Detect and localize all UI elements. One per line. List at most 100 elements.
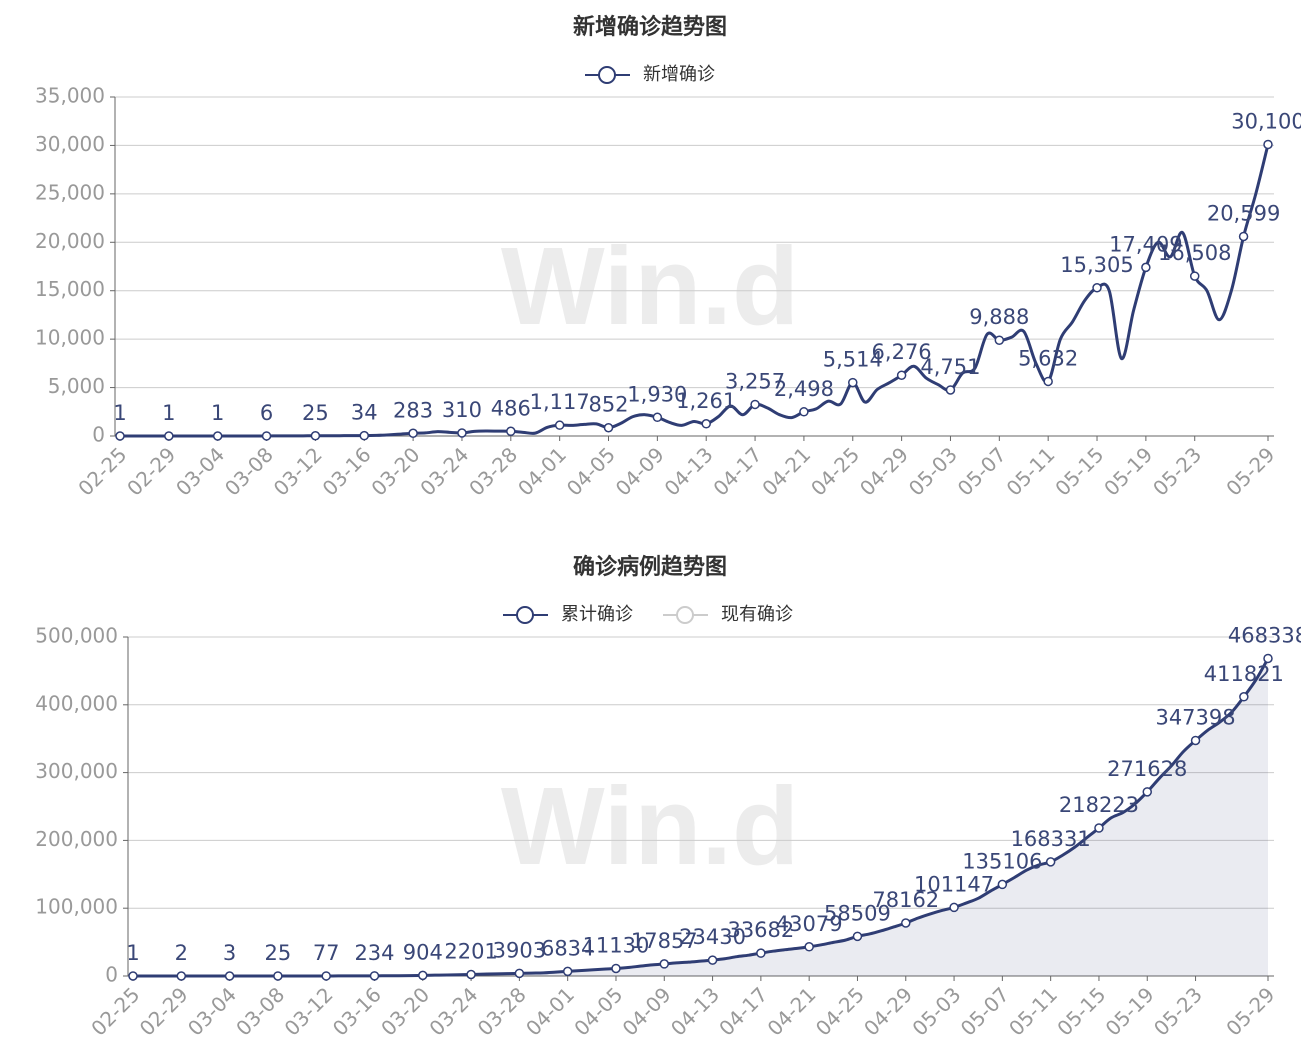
x-tick-label: 03-04 (171, 442, 229, 500)
x-tick-label: 02-29 (135, 982, 193, 1040)
data-label: 135106 (962, 849, 1042, 873)
x-tick-label: 03-08 (220, 442, 278, 500)
y-tick-label: 25,000 (35, 180, 105, 204)
point (1238, 231, 1249, 242)
data-label: 486 (491, 396, 531, 420)
x-tick-label: 03-16 (318, 442, 376, 500)
data-label: 30,100 (1231, 109, 1301, 133)
data-label: 17,409 (1109, 232, 1182, 256)
x-tick-label: 03-24 (415, 442, 473, 500)
point (164, 431, 174, 441)
x-tick-label: 04-21 (757, 442, 815, 500)
x-tick-label: 04-01 (521, 982, 579, 1040)
y-tick-label: 20,000 (35, 229, 105, 253)
data-label: 20,599 (1207, 201, 1280, 225)
x-tick-label: 05-15 (1052, 982, 1110, 1040)
data-label: 411821 (1204, 662, 1284, 686)
legend-label: 现有确诊 (721, 604, 793, 625)
point (1142, 787, 1153, 797)
data-label: 283 (393, 398, 433, 422)
x-tick-label: 04-13 (660, 442, 718, 500)
x-tick-label: 05-19 (1101, 982, 1159, 1040)
x-tick-label: 05-07 (956, 982, 1014, 1040)
legend-label: 累计确诊 (561, 604, 633, 625)
legend-marker (598, 66, 616, 84)
point (852, 931, 863, 942)
point (554, 420, 565, 430)
point (115, 431, 125, 441)
point (659, 959, 670, 969)
point (1190, 735, 1201, 746)
watermark: Win.d (501, 225, 799, 348)
legend-label: 新增确诊 (643, 64, 715, 85)
data-label: 271628 (1107, 757, 1187, 781)
data-label: 5,632 (1018, 346, 1078, 370)
x-tick-label: 04-17 (714, 982, 772, 1040)
data-label: 25 (302, 401, 329, 425)
data-label: 1,930 (627, 382, 687, 406)
data-label: 17857 (631, 929, 698, 953)
point (701, 419, 711, 429)
x-tick-label: 03-12 (280, 982, 338, 1040)
point (514, 968, 525, 979)
data-label: 23430 (679, 925, 746, 949)
point (562, 966, 573, 977)
data-label: 1 (162, 401, 175, 425)
x-tick-label: 02-29 (122, 442, 180, 500)
point (804, 942, 814, 952)
point (901, 918, 911, 928)
x-tick-label: 05-03 (904, 442, 962, 500)
chart-title: 新增确诊趋势图 (573, 14, 727, 40)
x-tick-label: 04-05 (569, 982, 627, 1040)
data-label: 3,257 (725, 369, 785, 393)
data-label: 9,888 (969, 305, 1029, 329)
y-tick-label: 200,000 (35, 827, 118, 851)
point (224, 971, 235, 981)
data-label: 347398 (1155, 705, 1235, 729)
x-tick-label: 05-29 (1221, 982, 1279, 1040)
y-tick-label: 35,000 (35, 84, 105, 108)
point (1092, 283, 1102, 293)
x-tick-label: 03-08 (231, 982, 289, 1040)
data-label: 218223 (1059, 793, 1139, 817)
x-tick-label: 05-11 (1004, 982, 1062, 1040)
data-label: 904 (403, 940, 443, 964)
point (707, 955, 718, 965)
x-tick-label: 05-23 (1148, 442, 1206, 500)
point (321, 971, 331, 981)
data-label: 6,276 (872, 340, 932, 364)
x-tick-label: 03-12 (269, 442, 327, 500)
chart-title: 确诊病例趋势图 (573, 554, 727, 580)
point (369, 971, 380, 981)
data-label: 25 (265, 941, 292, 965)
y-tick-label: 10,000 (35, 326, 105, 350)
x-tick-label: 05-07 (953, 442, 1011, 500)
point (949, 902, 959, 913)
x-tick-label: 04-17 (708, 442, 766, 500)
data-label: 234 (354, 941, 394, 965)
point (466, 969, 476, 980)
legend-marker (516, 606, 534, 624)
data-label: 168331 (1011, 827, 1091, 851)
point (128, 971, 138, 981)
point (848, 377, 858, 388)
data-label: 33682 (727, 918, 794, 942)
data-label: 5,514 (823, 348, 883, 372)
y-tick-label: 30,000 (35, 132, 105, 156)
data-label: 16,508 (1158, 241, 1231, 265)
x-tick-label: 04-09 (611, 442, 669, 500)
data-label: 2 (175, 941, 188, 965)
x-tick-label: 05-11 (1002, 442, 1060, 500)
point (359, 430, 370, 441)
point (1263, 653, 1273, 664)
data-label: 1 (113, 401, 126, 425)
x-tick-label: 04-09 (618, 982, 676, 1040)
y-tick-label: 5,000 (48, 374, 105, 398)
data-label: 468338 (1228, 623, 1301, 647)
y-tick-label: 0 (105, 963, 118, 987)
y-tick-label: 300,000 (35, 759, 118, 783)
point (261, 431, 272, 441)
data-label: 34 (351, 401, 378, 425)
data-label: 78162 (872, 888, 939, 912)
data-label: 1,117 (530, 390, 590, 414)
